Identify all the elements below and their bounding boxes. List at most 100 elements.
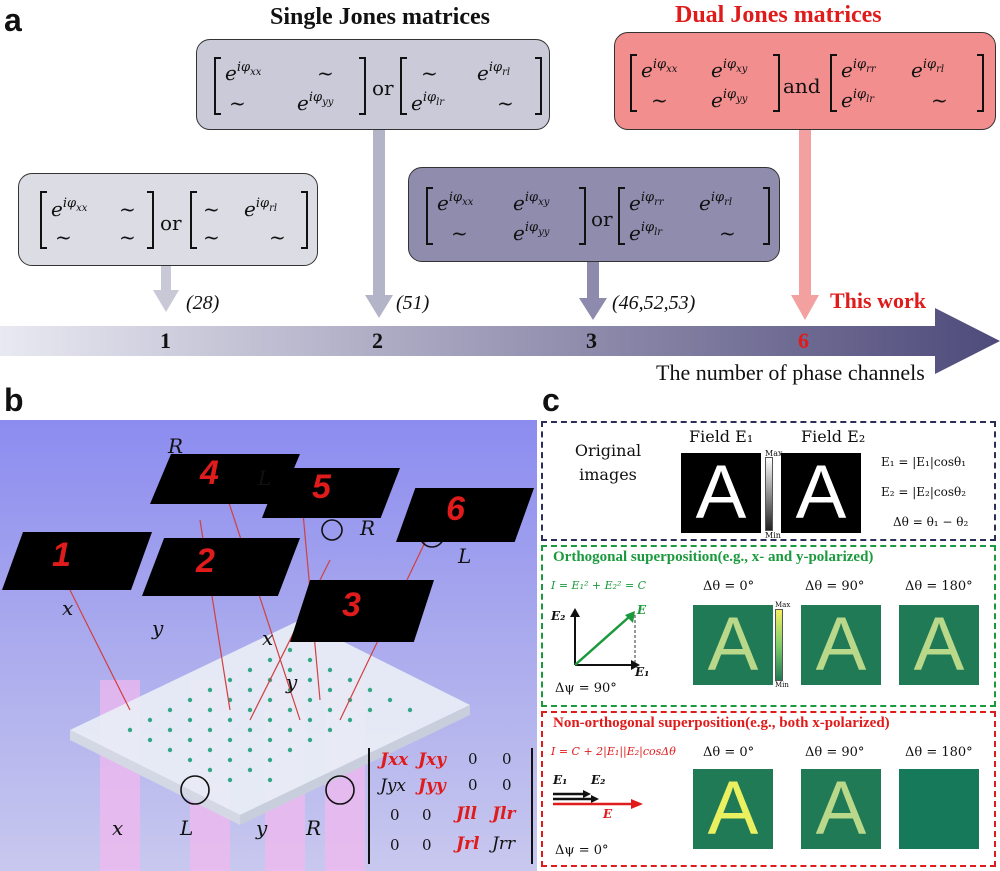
input-label-R: R bbox=[306, 816, 322, 840]
jones-matrix-1: eiφxx ~ ~ ~ or ~ eiφrl ~ ~ bbox=[40, 191, 308, 249]
non-orthogonal-eq: I = C + 2|E₁||E₂|cosΔθ bbox=[551, 745, 676, 758]
svg-text:eiφlr: eiφlr bbox=[411, 90, 445, 115]
panel-c-letter: c bbox=[542, 382, 560, 418]
svg-text:~: ~ bbox=[269, 225, 286, 249]
screen-6 bbox=[396, 488, 534, 542]
screen-3 bbox=[290, 580, 434, 642]
orth-vec-E1: E₁ bbox=[635, 665, 650, 679]
panel-a-letter: a bbox=[4, 2, 22, 38]
non-orthogonal-psi: Δψ = 0° bbox=[555, 843, 609, 858]
svg-text:and: and bbox=[783, 74, 821, 98]
orth-dtheta-90: Δθ = 90° bbox=[805, 579, 865, 594]
axis-label: The number of phase channels bbox=[656, 360, 925, 385]
jones-matrix-2: eiφxx ~ ~ eiφyy or ~ eiφrl eiφlr ~ bbox=[214, 57, 542, 115]
svg-text:~: ~ bbox=[119, 197, 136, 221]
tick-3: 3 bbox=[586, 328, 597, 353]
matrix-0-2: 0 bbox=[468, 750, 478, 768]
matrix-2-1: 0 bbox=[422, 806, 432, 824]
orthogonal-psi: Δψ = 90° bbox=[555, 681, 617, 696]
pol-label-y-left: y bbox=[152, 616, 164, 640]
matrix-Jll: Jll bbox=[456, 804, 477, 824]
screen-2 bbox=[142, 538, 300, 596]
colorbar-max: Max bbox=[765, 449, 783, 458]
svg-text:~: ~ bbox=[203, 225, 220, 249]
pol-label-R-top: R bbox=[168, 434, 184, 458]
nonorth-dtheta-90: Δθ = 90° bbox=[805, 745, 865, 760]
svg-text:~: ~ bbox=[497, 91, 514, 115]
matrix-Jrl: Jrl bbox=[456, 834, 480, 854]
phase-channel-axis-arrow bbox=[0, 308, 1000, 374]
pol-label-L-top: L bbox=[258, 466, 272, 490]
screen-1 bbox=[2, 532, 152, 590]
green-colorbar-max: Max bbox=[775, 601, 791, 609]
original-images-label: Original images bbox=[574, 441, 642, 484]
ref-46-52-53: (46,52,53) bbox=[612, 292, 696, 314]
svg-text:eiφxx: eiφxx bbox=[641, 57, 678, 82]
screen-2-number: 2 bbox=[196, 542, 215, 580]
nonorth-dtheta-180: Δθ = 180° bbox=[905, 745, 973, 760]
jones-matrix-dual: eiφxx eiφxy ~ eiφyy and eiφrr eiφrl eiφl… bbox=[630, 54, 984, 112]
field-e2-image: A bbox=[781, 453, 861, 533]
svg-text:or: or bbox=[591, 207, 613, 231]
svg-text:eiφxx: eiφxx bbox=[51, 196, 88, 221]
this-work-label: This work bbox=[830, 288, 926, 313]
svg-text:eiφrl: eiφrl bbox=[911, 57, 944, 82]
nonorth-vec-E1: E₁ bbox=[553, 773, 568, 787]
orthogonal-vector-diagram bbox=[570, 608, 640, 670]
eq-e2: E₂ = |E₂|cosθ₂ bbox=[881, 485, 967, 499]
svg-text:eiφxy: eiφxy bbox=[711, 57, 748, 82]
matrix-Jyy: Jyy bbox=[418, 776, 446, 796]
nonorth-image-90: A bbox=[801, 769, 881, 849]
jones-box-2: eiφxx ~ ~ eiφyy or ~ eiφrl eiφlr ~ bbox=[196, 39, 550, 130]
non-orthogonal-box: Non-orthogonal superposition(e.g., both … bbox=[541, 711, 996, 867]
orth-dtheta-0: Δθ = 0° bbox=[703, 579, 755, 594]
orth-vec-E2: E₂ bbox=[551, 609, 566, 623]
nonorth-image-180 bbox=[899, 769, 979, 849]
svg-text:~: ~ bbox=[451, 221, 468, 245]
matrix-1-3: 0 bbox=[502, 776, 512, 794]
svg-text:~: ~ bbox=[55, 225, 72, 249]
svg-text:eiφrl: eiφrl bbox=[699, 190, 732, 215]
svg-text:~: ~ bbox=[421, 61, 438, 85]
nonorth-dtheta-0: Δθ = 0° bbox=[703, 745, 755, 760]
pol-label-y-mid: y bbox=[286, 670, 298, 694]
nonorth-vec-E: E bbox=[603, 807, 613, 821]
tick-6: 6 bbox=[798, 328, 809, 353]
screen-1-number: 1 bbox=[52, 536, 71, 574]
pol-label-x-mid: x bbox=[262, 626, 274, 650]
matrix-0-3: 0 bbox=[502, 750, 512, 768]
pol-label-x-left: x bbox=[62, 596, 74, 620]
ref-28: (28) bbox=[186, 292, 220, 314]
input-label-x: x bbox=[112, 816, 124, 840]
orth-image-180: A bbox=[899, 605, 979, 685]
green-colorbar-min: Min bbox=[775, 681, 789, 689]
svg-text:~: ~ bbox=[719, 221, 736, 245]
nonorth-vector-diagram bbox=[553, 790, 643, 809]
tick-1: 1 bbox=[160, 328, 171, 353]
jones-box-1: eiφxx ~ ~ ~ or ~ eiφrl ~ ~ bbox=[18, 173, 318, 266]
matrix-Jxy: Jxy bbox=[418, 750, 447, 770]
grayscale-colorbar bbox=[765, 457, 773, 531]
jones-box-dual: eiφxx eiφxy ~ eiφyy and eiφrr eiφrl eiφl… bbox=[614, 32, 996, 130]
matrix-3-0: 0 bbox=[390, 836, 400, 854]
svg-text:eiφrr: eiφrr bbox=[629, 190, 665, 215]
orth-dtheta-180: Δθ = 180° bbox=[905, 579, 973, 594]
matrix-1-2: 0 bbox=[468, 776, 478, 794]
svg-text:~: ~ bbox=[203, 197, 220, 221]
orthogonal-box: Orthogonal superposition(e.g., x- and y-… bbox=[541, 545, 996, 707]
single-jones-header: Single Jones matrices bbox=[270, 4, 490, 30]
input-label-y: y bbox=[256, 816, 268, 840]
tick-2: 2 bbox=[372, 328, 383, 353]
pol-label-L-right: L bbox=[458, 544, 472, 568]
pol-label-R-mid: R bbox=[360, 516, 376, 540]
svg-text:eiφrl: eiφrl bbox=[244, 196, 277, 221]
svg-text:or: or bbox=[372, 76, 394, 100]
svg-text:eiφlr: eiφlr bbox=[841, 87, 875, 112]
jones-matrix-3: eiφxx eiφxy ~ eiφyy or eiφrr eiφrl eiφlr… bbox=[426, 187, 770, 245]
original-images-box: Original images Field E₁ Field E₂ A Max … bbox=[541, 421, 996, 541]
screen-3-number: 3 bbox=[342, 586, 361, 624]
svg-text:eiφxy: eiφxy bbox=[513, 190, 550, 215]
input-label-L: L bbox=[180, 816, 194, 840]
matrix-Jyx: Jyx bbox=[380, 776, 407, 796]
matrix-Jrr: Jrr bbox=[492, 834, 516, 854]
